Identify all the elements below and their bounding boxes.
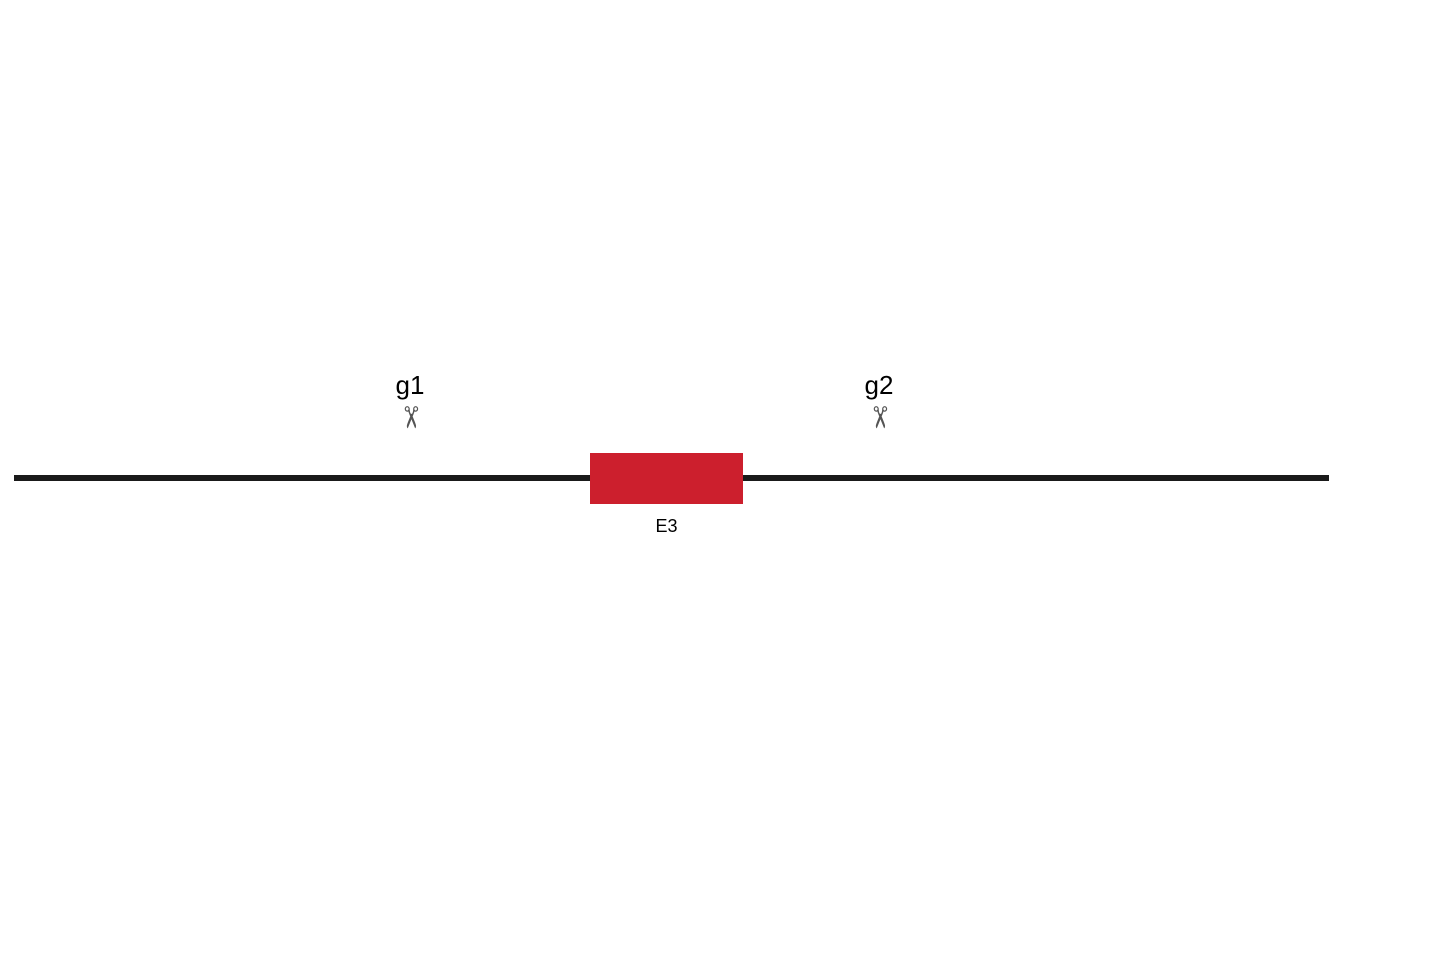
scissors-icon: ✂ [862, 405, 897, 430]
exon-label: E3 [655, 516, 677, 537]
gene-diagram: E3 g1 ✂ g2 ✂ [0, 0, 1440, 960]
cut-site-g1-label: g1 [396, 370, 425, 401]
cut-site-g2-label: g2 [865, 370, 894, 401]
genome-line-left [14, 475, 590, 481]
exon-box [590, 453, 743, 504]
genome-line-right [743, 475, 1329, 481]
scissors-icon: ✂ [393, 405, 428, 430]
